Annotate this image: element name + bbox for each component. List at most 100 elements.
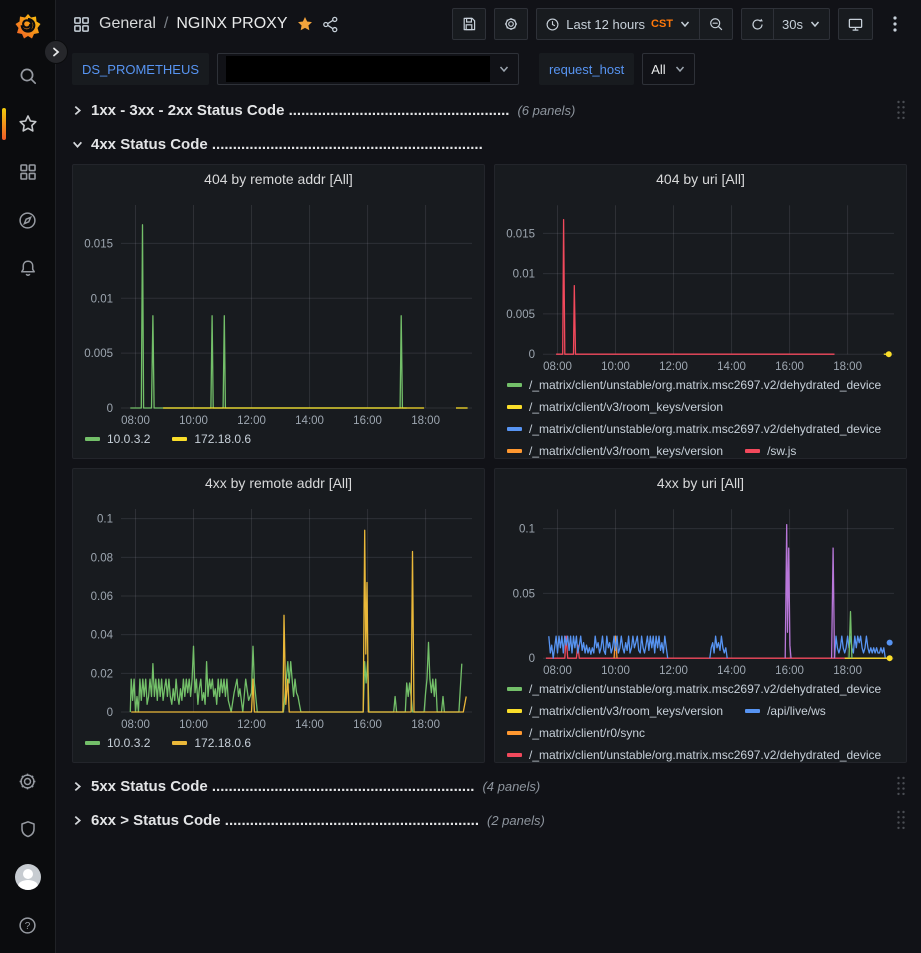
timeseries-chart[interactable]: 0 0.005 0.01 0.015 08:00 10:00 12:00 14:00 16:00… xyxy=(73,193,484,430)
legend-item[interactable]: 10.0.3.2 xyxy=(85,736,150,750)
zoom-out-time-button[interactable] xyxy=(699,8,734,40)
row-collapsed-icon xyxy=(74,815,82,825)
sidebar-item-alerting[interactable] xyxy=(0,244,56,292)
row-5xx[interactable]: 5xx Status Code ........................… xyxy=(72,772,907,800)
legend-label: /api/live/ws xyxy=(767,704,826,719)
datasource-variable-label[interactable]: DS_PROMETHEUS xyxy=(72,53,210,85)
legend-swatch xyxy=(507,405,522,410)
legend-label: /sw.js xyxy=(767,444,797,458)
timeseries-chart[interactable]: 0 0.005 0.01 0.015 08:00 10:00 12:00 14:00 16:00… xyxy=(495,193,906,376)
svg-text:0.01: 0.01 xyxy=(513,269,535,281)
legend-label: /_matrix/client/unstable/org.matrix.msc2… xyxy=(529,748,882,762)
svg-text:0.015: 0.015 xyxy=(84,238,113,250)
sidebar: ? xyxy=(0,0,56,953)
timeseries-chart[interactable]: 0 0.02 0.04 0.06 0.08 0.1 08:00 10:00 12:00 14:00… xyxy=(73,497,484,734)
tv-mode-button[interactable] xyxy=(838,8,873,40)
share-icon[interactable] xyxy=(322,16,339,33)
row-drag-handle-icon[interactable] xyxy=(895,99,907,121)
legend-item[interactable]: 172.18.0.6 xyxy=(172,432,251,446)
legend-item[interactable]: /_matrix/client/v3/room_keys/version xyxy=(507,704,723,718)
panel-legend: /_matrix/client/unstable/org.matrix.msc2… xyxy=(495,680,906,762)
grafana-logo[interactable] xyxy=(0,0,56,52)
legend-item[interactable]: /_matrix/client/v3/room_keys/version xyxy=(507,400,723,414)
datasource-select[interactable] xyxy=(217,53,520,85)
sidebar-expand-button[interactable] xyxy=(44,40,68,64)
gear-icon xyxy=(505,17,518,31)
svg-text:10:00: 10:00 xyxy=(601,361,630,373)
legend-item[interactable]: /_matrix/client/unstable/org.matrix.msc2… xyxy=(507,422,881,436)
panel-4xx-by-uri: 4xx by uri [All] 0 0.05 0.1 08:00 10:00 12:00… xyxy=(494,468,907,763)
row-panel-count: (4 panels) xyxy=(482,778,541,794)
time-range-picker[interactable]: Last 12 hours CST xyxy=(536,8,700,40)
panel-title[interactable]: 4xx by uri [All] xyxy=(656,474,745,491)
legend-item[interactable]: /api/live/ws xyxy=(745,704,826,718)
sidebar-item-server-admin[interactable] xyxy=(0,805,56,853)
legend-item[interactable]: /_matrix/client/unstable/org.matrix.msc2… xyxy=(507,378,881,392)
dashboard-title[interactable]: NGINX PROXY xyxy=(176,15,288,32)
row-6xx[interactable]: 6xx > Status Code ......................… xyxy=(72,806,907,834)
svg-text:12:00: 12:00 xyxy=(659,361,688,373)
row-drag-handle-icon[interactable] xyxy=(895,775,907,797)
row-1xx-3xx-2xx[interactable]: 1xx - 3xx - 2xx Status Code ............… xyxy=(72,96,907,124)
sidebar-item-configuration[interactable] xyxy=(0,757,56,805)
dashboard-settings-button[interactable] xyxy=(494,8,529,40)
timeseries-chart[interactable]: 0 0.05 0.1 08:00 10:00 12:00 14:00 16:00 18:00 xyxy=(495,497,906,680)
help-icon: ? xyxy=(19,916,36,934)
row-drag-handle-icon[interactable] xyxy=(895,809,907,831)
svg-text:0.005: 0.005 xyxy=(84,348,113,360)
sidebar-item-profile[interactable] xyxy=(0,853,56,901)
breadcrumb: General / NGINX PROXY xyxy=(72,15,339,34)
legend-label: /_matrix/client/v3/room_keys/version xyxy=(529,400,724,415)
svg-text:0.02: 0.02 xyxy=(91,668,113,680)
sidebar-item-explore[interactable] xyxy=(0,196,56,244)
svg-text:0: 0 xyxy=(529,653,535,665)
legend-item[interactable]: /_matrix/client/r0/sync xyxy=(507,726,645,740)
legend-label: 10.0.3.2 xyxy=(107,736,151,750)
bell-icon xyxy=(20,260,35,276)
svg-text:16:00: 16:00 xyxy=(353,415,382,427)
clock-icon xyxy=(546,18,559,30)
more-options-button[interactable] xyxy=(881,8,909,40)
request-host-variable-label[interactable]: request_host xyxy=(539,53,635,85)
svg-text:14:00: 14:00 xyxy=(717,665,746,677)
refresh-interval-picker[interactable]: 30s xyxy=(773,8,830,40)
legend-swatch xyxy=(507,709,522,714)
breadcrumb-folder[interactable]: General xyxy=(99,15,156,32)
svg-text:0.05: 0.05 xyxy=(513,588,535,600)
legend-item[interactable]: 10.0.3.2 xyxy=(85,432,150,446)
dashboard-canvas: 1xx - 3xx - 2xx Status Code ............… xyxy=(56,90,921,838)
legend-item[interactable]: /_matrix/client/unstable/org.matrix.msc2… xyxy=(507,748,881,762)
legend-item[interactable]: 172.18.0.6 xyxy=(172,736,251,750)
sidebar-item-search[interactable] xyxy=(0,52,56,100)
legend-item[interactable]: /_matrix/client/unstable/org.matrix.msc2… xyxy=(507,682,881,696)
sidebar-item-help[interactable]: ? xyxy=(0,901,56,949)
legend-swatch xyxy=(172,741,188,745)
refresh-button[interactable] xyxy=(741,8,774,40)
legend-label: /_matrix/client/v3/room_keys/version xyxy=(529,704,724,719)
timezone-label: CST xyxy=(651,18,674,30)
svg-text:10:00: 10:00 xyxy=(601,665,630,677)
svg-text:12:00: 12:00 xyxy=(237,415,266,427)
save-dashboard-button[interactable] xyxy=(452,8,487,40)
gear-icon xyxy=(19,773,36,789)
svg-text:14:00: 14:00 xyxy=(295,719,324,731)
sidebar-item-starred[interactable] xyxy=(0,100,56,148)
apps-grid-icon[interactable] xyxy=(72,15,91,34)
svg-text:0.04: 0.04 xyxy=(91,630,114,642)
request-host-select[interactable]: All xyxy=(642,53,695,85)
panel-grid-row-1: 404 by remote addr [All] 0 0.005 0.01 0.015… xyxy=(72,164,907,763)
legend-swatch xyxy=(507,753,522,758)
panel-title[interactable]: 4xx by remote addr [All] xyxy=(204,475,353,491)
sidebar-item-dashboards[interactable] xyxy=(0,148,56,196)
row-4xx[interactable]: 4xx Status Code ........................… xyxy=(72,130,907,158)
legend-item[interactable]: /_matrix/client/v3/room_keys/version xyxy=(507,444,723,458)
svg-text:12:00: 12:00 xyxy=(659,665,688,677)
chevron-down-icon xyxy=(810,21,820,28)
legend-item[interactable]: /sw.js xyxy=(745,444,796,458)
svg-text:0.1: 0.1 xyxy=(97,514,113,526)
row-title: 4xx Status Code ........................… xyxy=(91,135,483,153)
panel-title[interactable]: 404 by remote addr [All] xyxy=(204,171,353,187)
favorite-star-icon[interactable] xyxy=(296,15,314,33)
panel-title[interactable]: 404 by uri [All] xyxy=(656,170,745,187)
legend-label: 10.0.3.2 xyxy=(107,432,151,446)
